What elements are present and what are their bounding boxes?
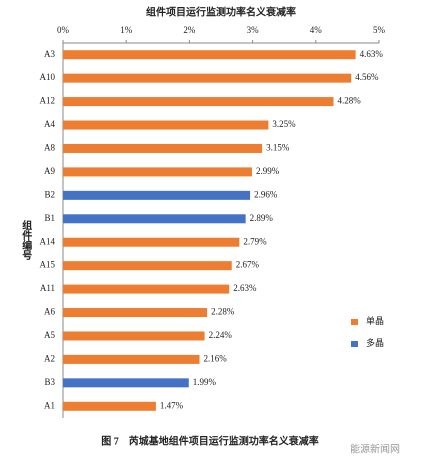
- y-tick-label: A1: [44, 400, 55, 410]
- y-tick-label: A12: [40, 96, 56, 106]
- value-label: 1.47%: [160, 400, 184, 410]
- bar: [63, 401, 156, 411]
- value-label: 2.24%: [209, 330, 233, 340]
- y-tick-label: A15: [40, 260, 56, 270]
- y-tick-label: B3: [44, 377, 55, 387]
- bar: [63, 167, 252, 177]
- legend-swatch: [351, 319, 358, 325]
- bar: [63, 354, 200, 364]
- value-label: 3.15%: [266, 143, 290, 153]
- value-label: 2.16%: [204, 353, 228, 363]
- y-tick-label: A11: [40, 283, 55, 293]
- value-label: 4.56%: [355, 72, 379, 82]
- value-label: 2.99%: [256, 166, 280, 176]
- bar: [63, 331, 205, 341]
- y-tick-label: A2: [44, 353, 55, 363]
- bar: [63, 308, 208, 318]
- value-label: 2.96%: [254, 189, 278, 199]
- bar: [63, 261, 232, 271]
- value-label: 2.63%: [233, 283, 257, 293]
- bar: [63, 143, 263, 153]
- value-label: 2.79%: [243, 236, 267, 246]
- x-tick-label: 0%: [57, 25, 70, 35]
- y-axis-label: 组件编号: [20, 219, 32, 261]
- x-tick-label: 3%: [247, 25, 260, 35]
- bar: [63, 73, 352, 83]
- bar: [63, 120, 269, 130]
- bar: [63, 97, 334, 107]
- x-tick-label: 1%: [120, 25, 133, 35]
- chart-title: 组件项目运行监测功率名义衰减率: [146, 5, 296, 18]
- y-tick-label: A4: [44, 119, 55, 129]
- value-label: 4.63%: [360, 49, 384, 59]
- x-tick-label: 4%: [310, 25, 323, 35]
- y-tick-label: A10: [40, 72, 56, 82]
- bar: [63, 237, 240, 247]
- value-label: 2.67%: [236, 260, 260, 270]
- legend-swatch: [351, 341, 358, 347]
- y-tick-label: A5: [44, 330, 55, 340]
- bar: [63, 284, 230, 294]
- legend-label: 单晶: [366, 315, 384, 326]
- watermark: 能源新闻网: [350, 442, 400, 455]
- value-label: 2.89%: [250, 213, 274, 223]
- bar: [63, 190, 251, 200]
- bar: [63, 214, 246, 224]
- bar: [63, 378, 189, 388]
- value-label: 4.28%: [337, 96, 361, 106]
- y-tick-label: A14: [40, 236, 56, 246]
- x-tick-label: 2%: [183, 25, 196, 35]
- y-tick-label: A8: [44, 143, 55, 153]
- y-tick-label: A6: [44, 307, 55, 317]
- bar: [63, 50, 356, 60]
- y-tick-label: A9: [44, 166, 55, 176]
- legend-label: 多晶: [366, 337, 384, 348]
- caption: 图 7 芮城基地组件项目运行监测功率名义衰减率: [101, 434, 319, 447]
- x-tick-label: 5%: [373, 25, 386, 35]
- y-tick-label: B1: [44, 213, 55, 223]
- value-label: 3.25%: [272, 119, 296, 129]
- y-tick-label: A3: [44, 49, 55, 59]
- y-tick-label: B2: [44, 189, 55, 199]
- value-label: 1.99%: [193, 377, 217, 387]
- value-label: 2.28%: [211, 307, 235, 317]
